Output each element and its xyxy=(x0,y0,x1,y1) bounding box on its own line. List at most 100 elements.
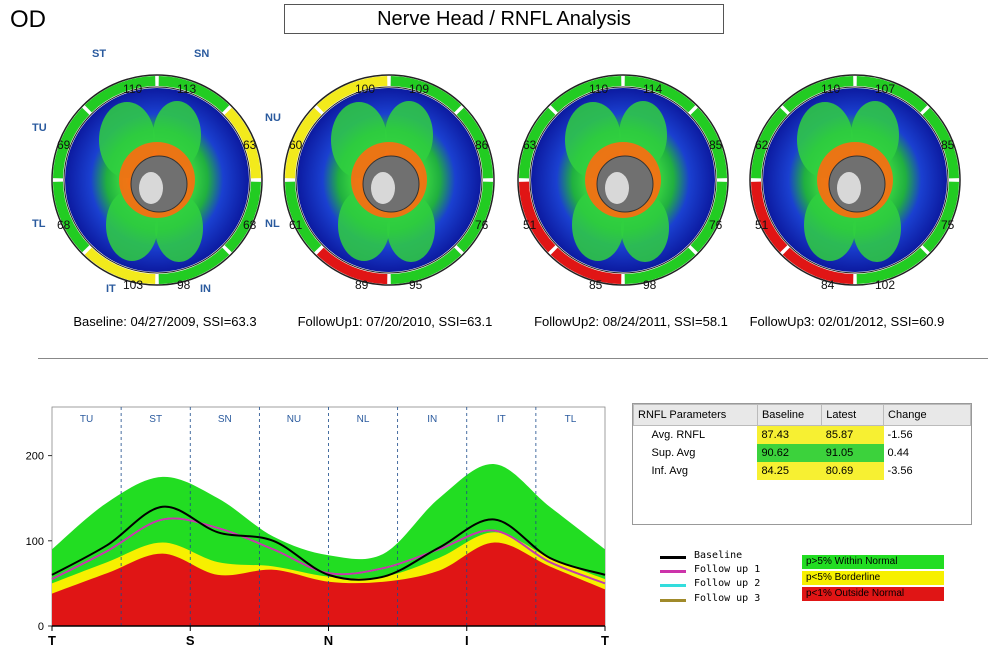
quadrant-label-it: IT xyxy=(106,283,116,295)
quadrant-label-tl: TL xyxy=(32,218,46,230)
x-tick-label: S xyxy=(186,633,195,648)
baseline-value: 87.43 xyxy=(757,425,822,444)
table-row: Avg. RNFL 87.43 85.87 -1.56 xyxy=(634,425,971,444)
section-divider xyxy=(38,358,988,359)
optic-cup xyxy=(605,172,629,204)
sector-arc-tu xyxy=(285,107,322,179)
quadrant-label-nu: NU xyxy=(265,112,281,124)
legend-line-followup2 xyxy=(660,584,686,587)
series-line xyxy=(51,505,606,581)
sector-value-tl: 51 xyxy=(755,218,769,232)
legend-zone-borderline: p<5% Borderline xyxy=(802,571,944,585)
param-name: Avg. RNFL xyxy=(651,429,706,441)
sector-value-st: 100 xyxy=(355,82,375,96)
sector-value-tu: 62 xyxy=(755,138,769,152)
optic-cup xyxy=(837,172,861,204)
sector-value-it: 84 xyxy=(821,278,835,292)
rnfl-circle: 110 107 62 85 51 75 84 102 xyxy=(749,74,961,292)
sector-arc-sn xyxy=(390,76,462,113)
legend-label-followup1: Follow up 1 xyxy=(694,564,761,575)
sector-arc-nl xyxy=(690,181,727,253)
sector-label: NL xyxy=(357,414,370,425)
sector-value-it: 89 xyxy=(355,278,369,292)
y-tick-label: 200 xyxy=(26,451,44,463)
legend-line-baseline xyxy=(660,556,686,559)
sector-label: SN xyxy=(218,414,232,425)
sector-arc-in xyxy=(158,247,230,284)
rnfl-circle: 110 113 69 63 68 68 103 98 xyxy=(51,74,263,292)
quadrant-label-nl: NL xyxy=(265,218,280,230)
optic-cup xyxy=(139,172,163,204)
change-value: -1.56 xyxy=(887,429,913,441)
sector-value-nu: 86 xyxy=(475,138,489,152)
series-line xyxy=(51,517,606,585)
sector-arc-nl xyxy=(224,181,261,253)
circle-inner-ring xyxy=(295,86,483,274)
change-value: -3.56 xyxy=(887,465,913,477)
optic-cup xyxy=(371,172,395,204)
sector-arc-nu xyxy=(456,107,493,179)
circle-caption-baseline: Baseline: 04/27/2009, SSI=63.3 xyxy=(73,314,257,329)
sector-value-in: 98 xyxy=(177,278,191,292)
sector-label: TL xyxy=(565,414,577,425)
sector-arc-nu xyxy=(922,107,959,179)
sector-arc-tu xyxy=(751,107,788,179)
y-tick-label: 0 xyxy=(38,621,44,633)
sector-value-tu: 69 xyxy=(57,138,71,152)
sector-value-tl: 68 xyxy=(57,218,71,232)
sector-arc-st xyxy=(84,76,156,113)
circle-inner-ring xyxy=(63,86,251,274)
column-header: Change xyxy=(883,404,971,426)
sector-arc-st xyxy=(316,76,388,113)
quadrant-label-st: ST xyxy=(92,48,107,60)
sector-value-it: 85 xyxy=(589,278,603,292)
baseline-value: 84.25 xyxy=(757,462,822,480)
rnfl-circles: 110 113 69 63 68 68 103 98 100 109 60 86 61 76 89 95 110… xyxy=(51,74,961,292)
sector-arc-it xyxy=(782,247,854,284)
sector-label: IT xyxy=(497,414,506,425)
sector-value-st: 110 xyxy=(123,82,142,96)
x-tick-label: I xyxy=(465,633,469,648)
sector-value-sn: 109 xyxy=(409,82,429,96)
sector-value-in: 102 xyxy=(875,278,895,292)
sector-label: IN xyxy=(427,414,437,425)
sector-arc-sn xyxy=(856,76,928,113)
param-name: Sup. Avg xyxy=(651,447,696,459)
sector-value-nl: 68 xyxy=(243,218,257,232)
sector-arc-tl xyxy=(53,181,90,253)
rnfl-circle: 110 114 63 85 51 76 85 98 xyxy=(517,74,729,292)
latest-value: 91.05 xyxy=(821,444,884,462)
baseline-value: 90.62 xyxy=(757,444,822,462)
latest-value: 85.87 xyxy=(821,425,884,444)
sector-arc-tl xyxy=(751,181,788,253)
sector-value-st: 110 xyxy=(821,82,840,96)
sector-value-sn: 107 xyxy=(875,82,895,96)
sector-arc-it xyxy=(550,247,622,284)
sector-value-nu: 63 xyxy=(243,138,257,152)
sector-arc-it xyxy=(316,247,388,284)
sector-arc-st xyxy=(782,76,854,113)
sector-arc-sn xyxy=(158,76,230,113)
latest-value: 80.69 xyxy=(821,462,884,480)
sector-arc-nu xyxy=(224,107,261,179)
sector-value-st: 110 xyxy=(589,82,608,96)
sector-value-tu: 63 xyxy=(523,138,537,152)
column-header: RNFL Parameters xyxy=(633,404,758,426)
x-tick-label: N xyxy=(324,633,333,648)
sector-value-nu: 85 xyxy=(709,138,723,152)
sector-value-in: 98 xyxy=(643,278,657,292)
legend-zone-normal: p>5% Within Normal xyxy=(802,555,944,569)
sector-value-nu: 85 xyxy=(941,138,955,152)
rnfl-circle: 100 109 60 86 61 76 89 95 xyxy=(283,74,495,292)
sector-arc-in xyxy=(856,247,928,284)
legend-zone-outside: p<1% Outside Normal xyxy=(802,587,944,601)
sector-value-tu: 60 xyxy=(289,138,303,152)
change-value: 0.44 xyxy=(887,447,909,459)
sector-arc-tl xyxy=(519,181,556,253)
column-header: Latest xyxy=(821,404,885,426)
circle-caption-followup3: FollowUp3: 02/01/2012, SSI=60.9 xyxy=(749,314,945,329)
circle-caption-followup1: FollowUp1: 07/20/2010, SSI=63.1 xyxy=(297,314,493,329)
sector-arc-nu xyxy=(690,107,727,179)
circle-inner-ring xyxy=(529,86,717,274)
y-tick-label: 100 xyxy=(26,536,44,548)
